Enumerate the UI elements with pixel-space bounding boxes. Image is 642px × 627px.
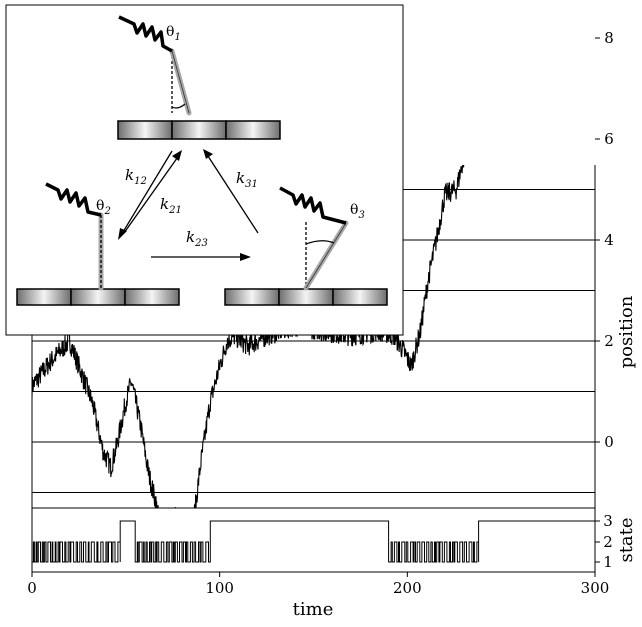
state-3-motor: θ3 [224, 186, 388, 306]
state-1-motor: θ1 [117, 15, 281, 140]
state-trace [32, 520, 595, 563]
state-1-linker [118, 15, 173, 53]
k21-label: k21 [160, 195, 182, 216]
state-2-motor: θ2 [16, 182, 180, 306]
position-y-ticks: 0 2 4 6 8 [595, 29, 614, 451]
state-tick-label: 2 [603, 533, 613, 551]
state-tick-label: 1 [603, 553, 613, 571]
state-tick-label: 3 [603, 512, 613, 530]
x-tick-label: 300 [581, 579, 610, 597]
state-1-track [117, 120, 281, 140]
position-trace [32, 165, 465, 508]
position-tick-label: 2 [604, 332, 614, 350]
position-tick-label: 6 [604, 130, 614, 148]
state-3-track [224, 288, 388, 306]
state-axis-label: state [616, 517, 637, 562]
state-y-ticks: 1 2 3 [595, 512, 613, 571]
x-tick-label: 200 [393, 579, 422, 597]
state-3-linker [279, 186, 347, 225]
x-tick-label: 0 [27, 579, 37, 597]
state-frame [31, 507, 596, 573]
position-tick-label: 4 [604, 231, 614, 249]
theta-1-label: θ1 [166, 24, 181, 43]
position-tick-label: 8 [604, 29, 614, 47]
inset-frame [5, 4, 404, 336]
k12-label: k12 [125, 166, 147, 187]
x-tick-label: 100 [205, 579, 234, 597]
theta-2-label: θ2 [96, 198, 111, 217]
arrow-k21 [119, 150, 173, 238]
transition-arrows [118, 149, 259, 261]
arrow-k31 [205, 152, 259, 234]
position-tick-label: 0 [604, 433, 614, 451]
x-ticks: 0 100 200 300 [27, 572, 609, 597]
x-axis-label: time [293, 599, 334, 620]
position-axis-label: position [616, 295, 637, 368]
k31-label: k31 [236, 169, 258, 190]
inset-diagram: θ1 θ2 θ3 [5, 4, 404, 336]
state-panel: 1 2 3 state [31, 507, 637, 573]
theta-3-label: θ3 [350, 202, 365, 221]
arrow-k12 [123, 153, 181, 234]
k23-label: k23 [186, 228, 208, 249]
state-2-track [16, 288, 180, 306]
state-2-linker [45, 182, 102, 217]
